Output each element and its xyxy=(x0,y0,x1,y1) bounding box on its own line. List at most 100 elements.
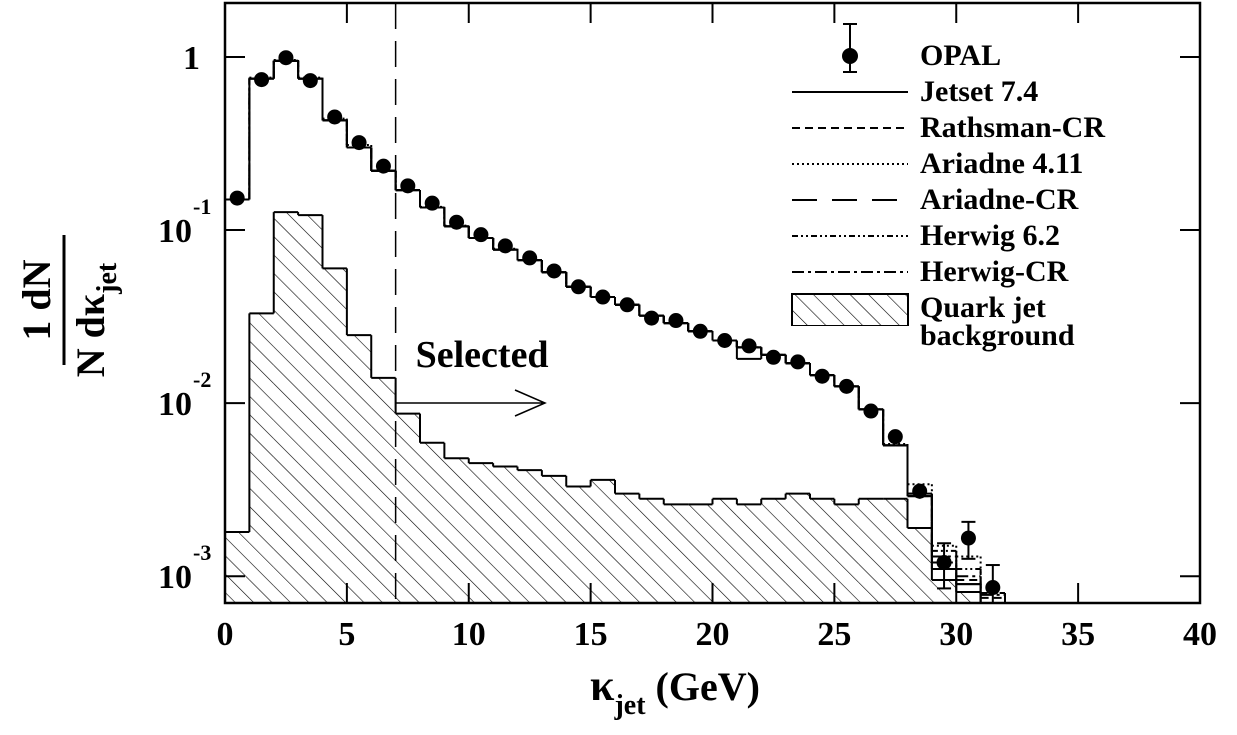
data-point xyxy=(449,214,465,230)
x-tick-label: 0 xyxy=(217,616,234,653)
background-bar xyxy=(371,377,396,603)
background-bar xyxy=(420,442,445,603)
data-point xyxy=(497,238,513,254)
background-bar xyxy=(541,475,567,603)
background-bar xyxy=(931,580,957,603)
data-point xyxy=(400,178,416,194)
data-point xyxy=(278,50,294,66)
x-tick-label: 25 xyxy=(817,616,851,653)
background-bar xyxy=(225,532,250,603)
x-axis-label: κjet (GeV) xyxy=(590,661,760,721)
background-bar xyxy=(615,493,640,603)
y-tick-exponent: -1 xyxy=(193,194,211,219)
x-tick-label: 35 xyxy=(1061,616,1095,653)
legend-item: Herwig 6.2 xyxy=(790,218,1230,254)
y-tick-label: 1 xyxy=(183,40,200,77)
data-point xyxy=(375,158,391,174)
data-point xyxy=(229,190,245,206)
legend-item: Quark jet background xyxy=(790,290,1230,352)
y-tick-label: 10 xyxy=(158,213,192,250)
data-point xyxy=(839,378,855,394)
data-point xyxy=(863,403,879,419)
background-bar xyxy=(249,313,274,603)
background-bar xyxy=(761,498,786,603)
legend-symbol xyxy=(792,91,908,93)
legend-hatch xyxy=(791,293,909,326)
y-tick-exponent: -3 xyxy=(193,540,211,565)
legend-label: Herwig 6.2 xyxy=(920,219,1060,252)
legend-symbol xyxy=(792,127,908,129)
data-point xyxy=(302,73,318,89)
legend-label: Jetset 7.4 xyxy=(920,75,1039,108)
y-axis-label: 1 dN N dκjet xyxy=(14,235,123,377)
background-bar xyxy=(956,592,981,603)
data-point xyxy=(985,580,1001,596)
y-tick-exponent: -2 xyxy=(193,367,211,392)
data-point xyxy=(912,483,928,499)
data-point xyxy=(424,195,440,211)
data-point xyxy=(936,554,952,570)
data-point xyxy=(254,72,270,88)
legend-label: Quark jet background xyxy=(920,291,1075,352)
background-bar xyxy=(493,466,518,603)
data-point xyxy=(644,310,660,326)
background-bar xyxy=(736,504,762,603)
background-bar xyxy=(688,504,713,603)
legend-label: Ariadne 4.11 xyxy=(920,147,1084,180)
data-point xyxy=(790,354,806,370)
legend-label: Ariadne-CR xyxy=(920,183,1079,216)
selection-arrow xyxy=(395,389,547,417)
background-bar xyxy=(273,212,299,603)
selection-label: Selected xyxy=(416,334,549,376)
background-bar xyxy=(517,470,542,603)
legend-symbol xyxy=(792,271,908,273)
data-point xyxy=(546,263,562,279)
background-bar xyxy=(322,268,347,603)
x-tick-label: 40 xyxy=(1183,616,1217,653)
data-point xyxy=(327,109,343,125)
legend-item: Ariadne 4.11 xyxy=(790,146,1230,182)
data-point xyxy=(960,530,976,546)
legend-symbol xyxy=(792,235,908,237)
data-point xyxy=(522,250,538,266)
data-point xyxy=(473,227,489,243)
background-bar xyxy=(712,498,737,603)
background-bar xyxy=(590,479,615,603)
legend-symbol xyxy=(792,199,908,201)
data-point xyxy=(595,289,611,305)
background-bar xyxy=(346,335,372,603)
background-bar xyxy=(785,493,810,603)
data-point xyxy=(887,429,903,445)
legend-item: OPAL xyxy=(790,23,1230,74)
background-bar xyxy=(907,527,932,603)
data-point xyxy=(814,368,830,384)
x-tick-label: 15 xyxy=(574,616,608,653)
y-label-denominator: N dκjet xyxy=(68,262,123,377)
legend-item: Rathsman-CR xyxy=(790,110,1230,146)
data-point xyxy=(668,313,684,329)
legend-item: Ariadne-CR xyxy=(790,182,1230,218)
y-label-numerator: 1 dN xyxy=(14,259,59,340)
x-tick-label: 10 xyxy=(452,616,486,653)
data-point xyxy=(717,333,733,349)
legend-label: Rathsman-CR xyxy=(920,111,1106,144)
data-point xyxy=(765,349,781,365)
legend-label: Herwig-CR xyxy=(920,255,1069,288)
background-bar xyxy=(468,463,494,603)
data-point xyxy=(351,135,367,151)
legend: OPAL Jetset 7.4 Rathsman-CR Ariadne 4.11 Ari… xyxy=(790,23,1230,352)
legend-label: OPAL xyxy=(920,39,1002,72)
legend-symbol xyxy=(791,293,909,326)
x-tick-label: 30 xyxy=(939,616,973,653)
data-point xyxy=(619,297,635,313)
background-bar xyxy=(566,486,591,603)
x-tick-label: 20 xyxy=(696,616,730,653)
background-bar xyxy=(444,458,469,603)
background-bar xyxy=(663,504,689,603)
x-tick-label: 5 xyxy=(338,616,355,653)
data-point xyxy=(692,323,708,339)
legend-marker xyxy=(842,48,858,64)
background-bar xyxy=(395,413,420,603)
